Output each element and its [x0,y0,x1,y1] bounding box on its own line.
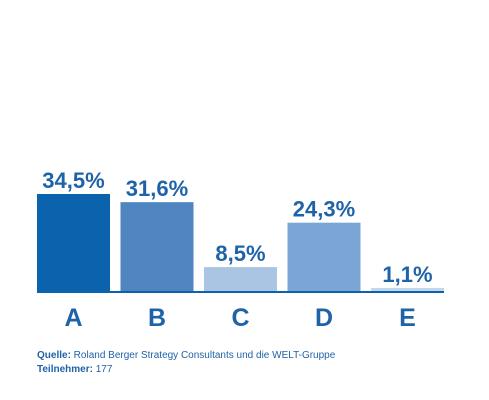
category-label-d: D [315,304,333,332]
bar-d [287,222,361,291]
source-value: Roland Berger Strategy Consultants und d… [70,350,336,361]
category-label-b: B [148,304,166,332]
participants-key: Teilnehmer: [37,364,93,375]
value-label-e: 1,1% [382,262,432,287]
bars-group [37,194,444,291]
value-label-a: 34,5% [42,168,104,193]
participants-line: Teilnehmer: 177 [37,363,335,377]
category-labels-group: A B C D E [64,304,415,332]
category-label-c: C [231,304,249,332]
bar-e [371,287,444,291]
participants-value: 177 [92,364,113,375]
category-label-e: E [399,304,416,332]
bar-c [204,267,277,291]
value-labels-group: 34,5% 31,6% 8,5% 24,3% 1,1% [42,168,432,287]
bar-a [37,194,110,291]
chart-footer: Quelle: Roland Berger Strategy Consultan… [37,349,335,377]
source-line: Quelle: Roland Berger Strategy Consultan… [37,349,335,363]
bar-b [120,202,194,291]
value-label-d: 24,3% [293,197,355,222]
value-label-b: 31,6% [126,176,188,201]
category-label-a: A [64,304,82,332]
source-key: Quelle: [37,350,71,361]
value-label-c: 8,5% [215,241,265,266]
